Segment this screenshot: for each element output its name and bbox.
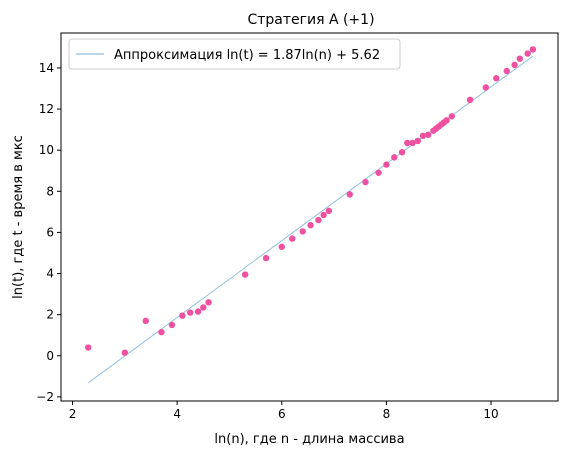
data-point: [375, 169, 382, 176]
data-point: [200, 304, 207, 311]
data-point: [241, 271, 249, 278]
data-point: [278, 243, 285, 251]
data-point: [262, 254, 270, 262]
x-tick-label: 4: [173, 407, 181, 421]
data-point: [404, 139, 411, 147]
data-point: [142, 317, 149, 325]
x-tick-label: 6: [278, 407, 286, 421]
data-point: [466, 96, 474, 104]
data-point: [391, 154, 398, 161]
data-point: [398, 149, 406, 156]
y-tick-label: 6: [46, 225, 54, 239]
data-point: [205, 299, 212, 306]
plot-area: 2 4 6 8 10 −2 0 2 4 6 8 10 12 14 ln(n), где n - длина …: [11, 32, 559, 447]
data-point: [121, 349, 129, 356]
data-point: [320, 211, 327, 219]
data-point: [158, 328, 165, 336]
data-point: [503, 67, 510, 75]
data-point: [414, 137, 421, 145]
data-point: [529, 46, 537, 53]
data-point: [307, 222, 314, 229]
data-point: [187, 309, 194, 316]
x-axis-label: ln(n), где n - длина массива: [214, 432, 404, 447]
legend-label: Аппроксимация ln(t) = 1.87ln(n) + 5.62: [114, 48, 380, 63]
y-axis-label: ln(t), где t - время в мкс: [11, 135, 26, 299]
data-point: [168, 321, 176, 329]
data-point: [493, 75, 500, 82]
data-point: [409, 139, 416, 147]
data-point: [179, 312, 186, 319]
x-tick-label: 10: [483, 407, 498, 421]
data-point: [448, 113, 455, 120]
y-tick-label: 2: [46, 308, 54, 322]
data-point: [362, 178, 369, 186]
data-point: [194, 308, 202, 315]
data-point: [482, 84, 490, 91]
data-point: [85, 344, 92, 351]
legend-box: [68, 38, 401, 70]
y-tick-label: 4: [46, 267, 54, 281]
y-tick-label: 14: [39, 61, 54, 75]
data-point: [315, 216, 322, 224]
y-tick-label: 8: [46, 184, 54, 198]
data-point: [425, 131, 432, 138]
data-point: [443, 117, 450, 124]
data-point: [524, 50, 531, 57]
data-point: [346, 191, 353, 198]
y-tick-label: −2: [36, 390, 54, 404]
data-point: [325, 207, 333, 215]
data-point: [299, 228, 306, 235]
y-tick-label: 0: [46, 349, 54, 363]
data-point: [516, 55, 524, 62]
fit-line: [87, 55, 534, 384]
x-tick-label: 8: [383, 407, 391, 421]
y-tick-label: 10: [39, 143, 54, 157]
y-tick-label: 12: [39, 102, 54, 116]
data-point: [289, 235, 296, 242]
x-tick-label: 2: [69, 407, 77, 421]
data-point: [511, 61, 518, 69]
plot-frame: [60, 32, 559, 402]
data-point: [419, 132, 427, 139]
chart-title: Стратегия A (+1): [247, 12, 374, 28]
data-point: [383, 161, 390, 168]
